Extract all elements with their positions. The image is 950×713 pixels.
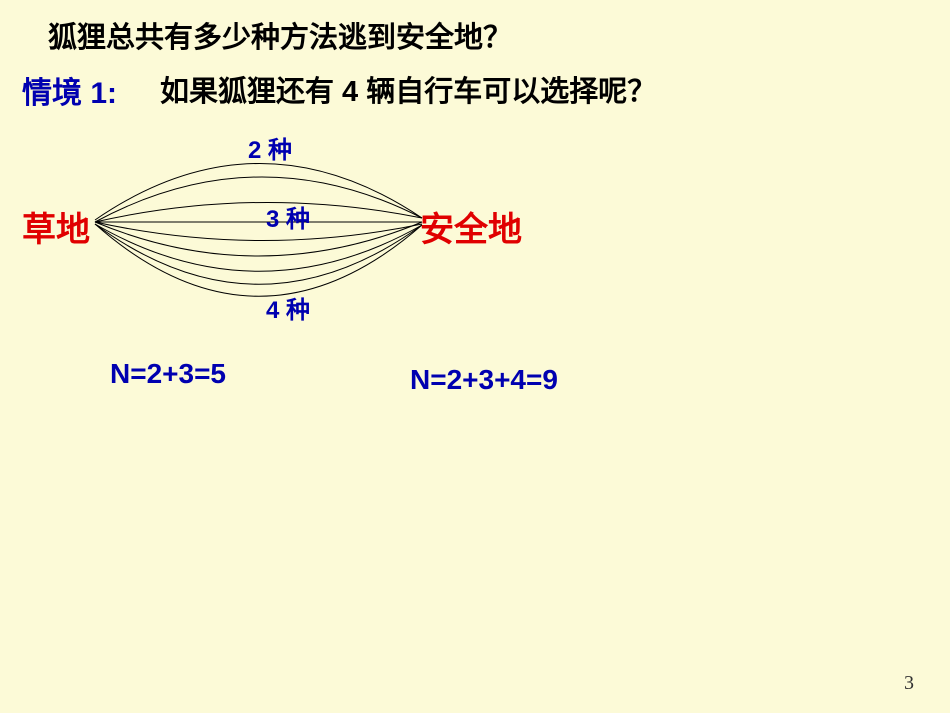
arc-path	[95, 224, 422, 284]
arc-path	[95, 222, 422, 256]
diagram-node-right: 安全地	[420, 202, 522, 251]
arc-path	[95, 224, 422, 296]
equation-2: N=2+3+4=9	[410, 364, 558, 396]
scenario-question: 如果狐狸还有 4 辆自行车可以选择呢？	[160, 68, 656, 110]
diagram-node-left: 草地	[22, 202, 90, 251]
scenario-label: 情境 1:	[22, 68, 117, 112]
arc-group-label-2: 3 种	[266, 199, 310, 234]
arc-path	[95, 163, 422, 220]
slide-title: 狐狸总共有多少种方法逃到安全地？	[48, 14, 512, 56]
arc-group-label-1: 2 种	[248, 130, 292, 165]
page-number: 3	[904, 672, 914, 695]
equation-1: N=2+3=5	[110, 358, 226, 390]
slide-stage: 狐狸总共有多少种方法逃到安全地？ 情境 1: 如果狐狸还有 4 辆自行车可以选择…	[0, 0, 950, 713]
arc-group-label-3: 4 种	[266, 290, 310, 325]
arc-path	[95, 222, 422, 241]
arc-path	[95, 202, 422, 222]
arc-path	[95, 224, 422, 271]
arc-path	[95, 177, 422, 222]
